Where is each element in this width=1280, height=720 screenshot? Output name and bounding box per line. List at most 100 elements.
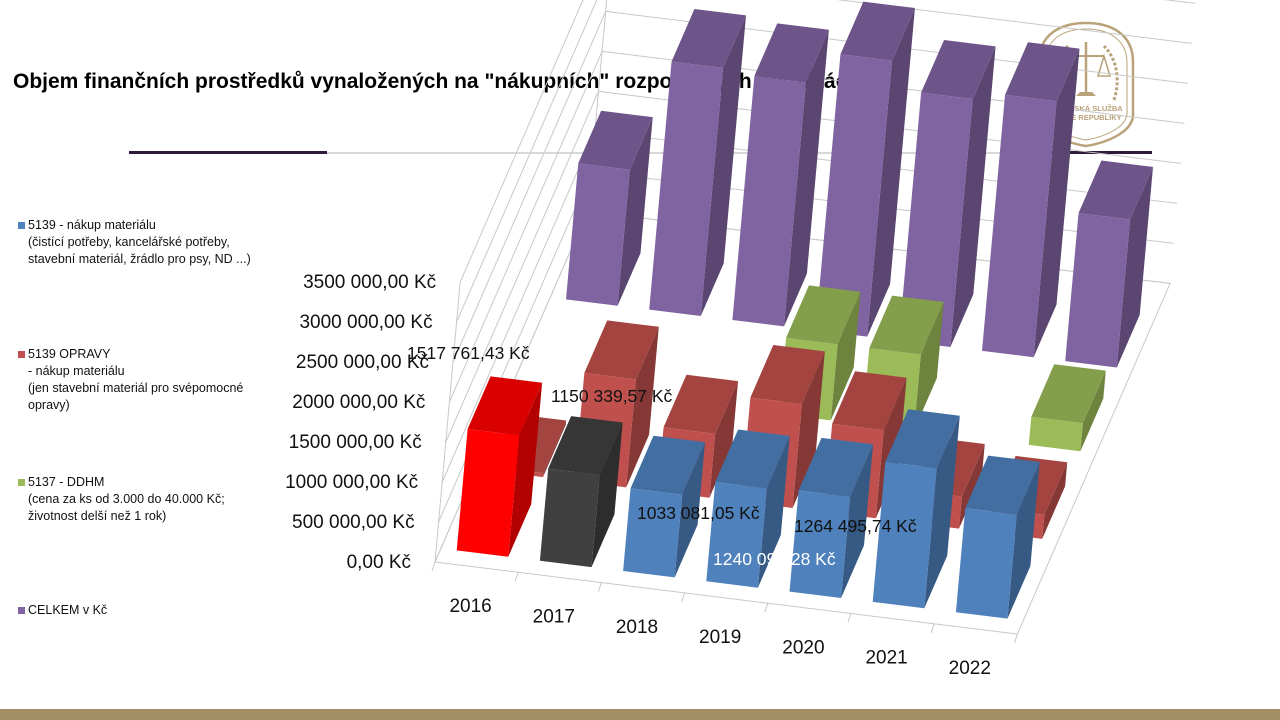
bar-side — [591, 422, 623, 568]
data-label: 1240 093,28 Kč — [713, 549, 836, 569]
bar-2022-series-3 — [1028, 364, 1106, 452]
bar-2020-series-1 — [789, 437, 874, 598]
bar-2019-series-4 — [815, 1, 915, 337]
bar-front — [1065, 213, 1131, 368]
bar-side — [617, 117, 653, 306]
bar-top — [1005, 42, 1080, 102]
bar-front — [898, 92, 973, 347]
x-tick-mark — [930, 623, 935, 633]
bar-2016-series-4 — [566, 110, 653, 306]
bar-side — [783, 29, 829, 327]
data-label: 1264 495,74 Kč — [794, 516, 917, 536]
x-tick-label: 2019 — [699, 627, 741, 648]
x-tick-mark — [681, 592, 686, 603]
bar-front — [649, 61, 724, 317]
gridline — [456, 0, 1192, 323]
legend-swatch-material — [18, 222, 25, 229]
x-tick-mark — [847, 613, 852, 623]
bar-side — [700, 15, 747, 317]
bar-front — [732, 75, 806, 327]
bar-side — [508, 382, 543, 557]
logo-text-line2: ČESKÉ REPUBLIKY — [1050, 113, 1121, 122]
legend-label-material: 5139 - nákup materiálu (čistící potřeby,… — [28, 218, 251, 266]
bar-front — [623, 488, 683, 578]
x-tick-label: 2022 — [949, 658, 991, 679]
bar-2022-series-1 — [955, 455, 1040, 619]
bar-side — [958, 443, 985, 529]
bar-top — [754, 23, 829, 83]
bar-top — [832, 371, 907, 431]
bar-top — [869, 295, 944, 355]
x-tick-label: 2021 — [865, 648, 907, 669]
bar-2019-series-1 — [706, 429, 790, 588]
bar-front — [1028, 416, 1083, 452]
y-tick-label: 500 000,00 Kč — [292, 512, 415, 533]
data-label: 1517 761,43 Kč — [407, 343, 530, 363]
bar-top — [750, 345, 825, 404]
bar-2016-series-1 — [456, 376, 543, 557]
y-tick-label: 2500 000,00 Kč — [296, 352, 429, 373]
legend-swatch-repairs — [18, 351, 25, 358]
bar-top — [671, 9, 747, 69]
x-tick-mark — [514, 572, 519, 582]
bar-top — [1078, 160, 1154, 220]
bar-top — [965, 455, 1040, 515]
bar-side — [913, 302, 944, 431]
y-tick-label: 1500 000,00 Kč — [289, 432, 422, 453]
bar-2021-series-1 — [872, 409, 960, 609]
x-tick-label: 2020 — [782, 637, 824, 658]
y-tick-label: 3000 000,00 Kč — [299, 312, 432, 333]
bar-side — [709, 381, 739, 498]
bar-side — [1080, 370, 1106, 452]
bar-side — [542, 420, 567, 478]
bar-side — [1116, 166, 1154, 368]
bar-side — [830, 291, 861, 421]
bar-side — [950, 46, 996, 347]
bar-front — [456, 428, 520, 557]
x-tick-label: 2017 — [533, 606, 575, 627]
title-rule-left — [129, 151, 327, 154]
legend-label-total: CELKEM v Kč — [28, 603, 108, 617]
slide-title: Objem finančních prostředků vynaložených… — [13, 70, 861, 93]
y-tick-label: 2000 000,00 Kč — [292, 392, 425, 413]
bar-side — [1007, 461, 1040, 619]
x-tick-mark — [431, 561, 436, 572]
bar-side — [841, 444, 874, 598]
footer-bar — [0, 709, 1280, 720]
bar-front — [872, 461, 937, 609]
bar-side — [924, 415, 960, 609]
bar-top — [715, 429, 790, 489]
logo-text-line1: VĚZEŇSKÁ SLUŽBA — [1049, 104, 1123, 113]
chart-3d-columns: 0,00 Kč 500 000,00 Kč 1000 000,00 Kč 1500 0… — [285, 0, 1196, 679]
data-labels: 1517 761,43 Kč 1150 339,57 Kč 1033 081,05 … — [407, 343, 917, 569]
bar-2021-series-4 — [982, 42, 1080, 358]
bar-top — [663, 374, 739, 434]
bar-top — [630, 435, 706, 495]
bar-top — [578, 110, 653, 170]
legend-label-ddhm: 5137 - DDHM (cena za ks od 3.000 do 40.0… — [28, 475, 225, 523]
y-axis-line — [434, 281, 461, 563]
bar-side — [674, 442, 706, 578]
bar-front — [982, 94, 1057, 358]
x-tick-mark — [764, 603, 769, 613]
y-tick-label: 0,00 Kč — [347, 552, 411, 573]
bar-2017-series-1 — [539, 416, 623, 568]
bar-top — [1031, 364, 1106, 424]
bar-top — [584, 320, 659, 380]
x-tick-label: 2018 — [616, 617, 658, 638]
bar-2018-series-1 — [623, 435, 706, 578]
bar-top — [467, 376, 543, 436]
bar-2020-series-4 — [898, 39, 996, 347]
x-tick-mark — [597, 582, 602, 592]
bar-front — [566, 163, 630, 306]
bar-side — [1033, 48, 1080, 358]
bar-2022-series-4 — [1065, 160, 1154, 368]
chart-bars — [456, 1, 1154, 619]
bar-front — [706, 482, 767, 588]
bar-2017-series-4 — [649, 9, 747, 317]
bar-side — [1042, 462, 1068, 539]
y-axis-labels: 0,00 Kč 500 000,00 Kč 1000 000,00 Kč 1500 0… — [285, 272, 436, 573]
data-label: 1150 339,57 Kč — [551, 386, 673, 406]
y-tick-label: 3500 000,00 Kč — [303, 272, 436, 293]
y-tick-label: 1000 000,00 Kč — [285, 472, 418, 493]
